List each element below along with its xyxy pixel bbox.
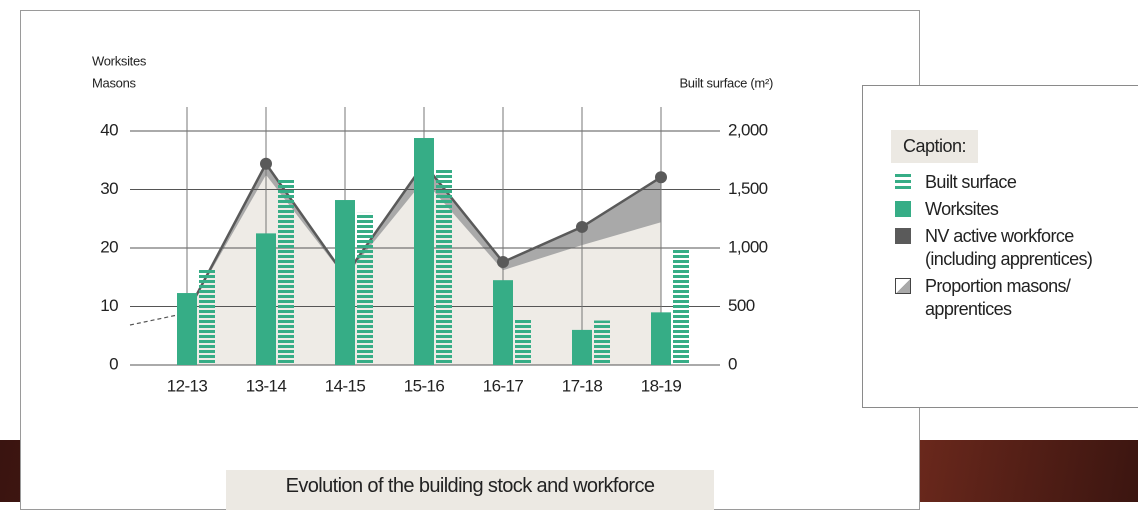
chart: Worksites Masons Built surface (m²) 0 10 2…: [0, 0, 920, 440]
y2-tick-label: 0: [728, 354, 737, 373]
y2-tick-label: 500: [728, 296, 755, 315]
y-tick-label: 20: [100, 237, 118, 256]
x-tick-label: 12-13: [167, 376, 208, 395]
x-tick-label: 15-16: [404, 376, 445, 395]
legend-label: NV active workforce (including apprentic…: [925, 225, 1125, 271]
chart-title: Evolution of the building stock and work…: [226, 470, 714, 510]
y-tick-label: 40: [100, 120, 118, 139]
y-axis-title: Worksites: [92, 53, 147, 68]
striped-bar: [357, 213, 373, 365]
y-tick-label: 10: [100, 296, 118, 315]
page: {"chart_data": { "type": "combo", "title…: [0, 0, 1138, 502]
point: [497, 256, 509, 268]
x-tick-label: 17-18: [562, 376, 603, 395]
x-tick-label: 18-19: [641, 376, 682, 395]
y-tick-label: 30: [100, 179, 118, 198]
y-axis-title: Masons: [92, 75, 137, 90]
x-tick-label: 14-15: [325, 376, 366, 395]
bar: [414, 138, 434, 365]
legend-item: Proportion masons/ apprentices: [895, 275, 1138, 321]
point: [576, 221, 588, 233]
striped-bar: [199, 269, 215, 365]
bar: [493, 280, 513, 365]
legend-item: Built surface: [895, 171, 1138, 194]
striped-bar: [436, 170, 452, 365]
legend-label: Proportion masons/ apprentices: [925, 275, 1125, 321]
bar: [651, 312, 671, 365]
legend: Caption: Built surface Worksites NV active…: [862, 85, 1138, 408]
legend-label: Worksites: [925, 198, 1125, 221]
legend-item: NV active workforce (including apprentic…: [895, 225, 1138, 271]
striped-bar: [515, 320, 531, 365]
legend-item: Worksites: [895, 198, 1138, 221]
legend-key: [895, 201, 911, 217]
x-tick-label: 13-14: [246, 376, 287, 395]
striped-bar: [594, 321, 610, 365]
bar: [177, 293, 197, 365]
y-tick-label: 0: [109, 354, 118, 373]
legend-key: [895, 228, 911, 244]
y2-tick-label: 1,500: [728, 179, 768, 198]
legend-key: [895, 174, 911, 190]
legend-key: [895, 278, 911, 294]
legend-label: Built surface: [925, 171, 1125, 194]
bar: [572, 330, 592, 365]
y2-tick-label: 1,000: [728, 237, 768, 256]
bar: [256, 233, 276, 365]
striped-bar: [278, 179, 294, 365]
bar: [335, 200, 355, 365]
legend-items: Built surface Worksites NV active workforc…: [895, 171, 1138, 321]
y2-axis-title: Built surface (m²): [679, 75, 773, 90]
y2-tick-label: 2,000: [728, 120, 768, 139]
point: [655, 171, 667, 183]
point: [260, 158, 272, 170]
legend-title: Caption:: [891, 130, 978, 163]
x-tick-label: 16-17: [483, 376, 524, 395]
striped-bar: [673, 249, 689, 365]
